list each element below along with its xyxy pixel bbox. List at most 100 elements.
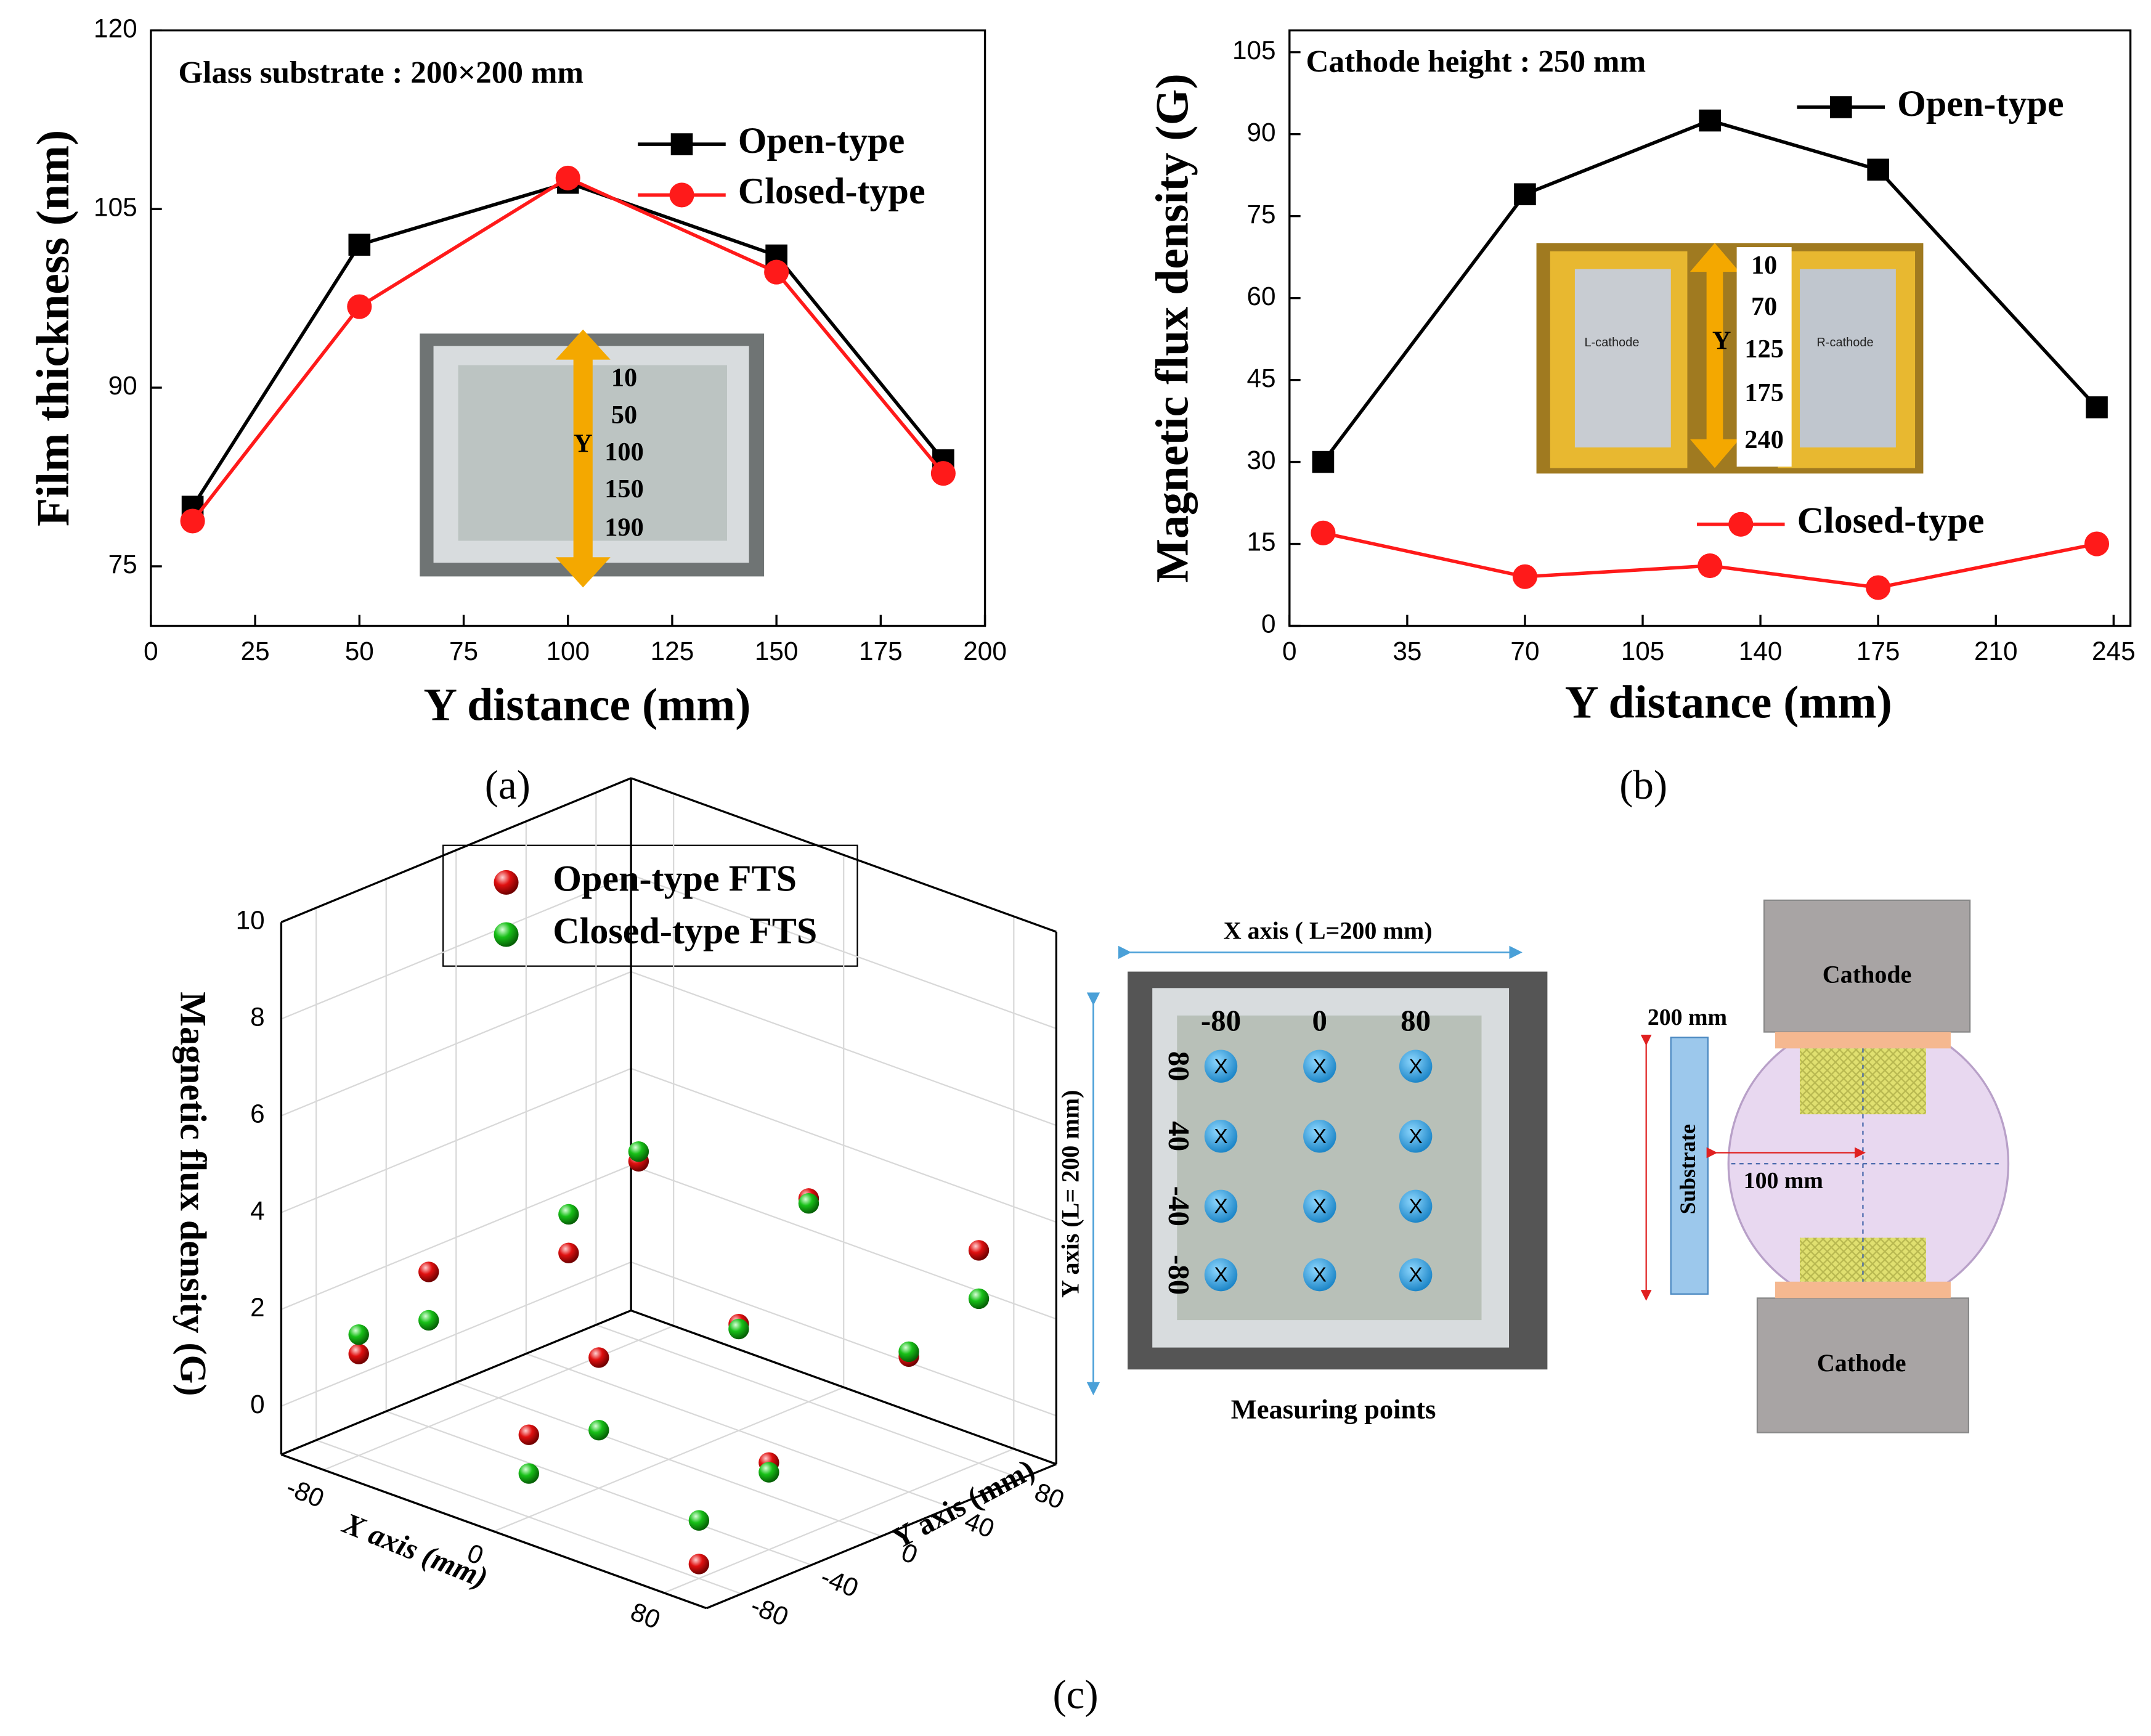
column-label: -80 bbox=[1201, 1003, 1241, 1037]
y-tick-label: 75 bbox=[1246, 200, 1275, 229]
measuring-mark: X bbox=[1409, 1055, 1423, 1078]
annotation: Cathode height : 250 mm bbox=[1306, 44, 1646, 79]
measuring-point bbox=[1303, 1258, 1336, 1292]
x-tick-label: 175 bbox=[1856, 637, 1900, 666]
legend-label: Closed-type bbox=[738, 171, 925, 212]
x-tick-label: 200 bbox=[963, 637, 1007, 666]
legend-marker bbox=[1728, 511, 1754, 537]
y-tick-label: 60 bbox=[1246, 282, 1275, 311]
data-point bbox=[555, 165, 580, 190]
data-point bbox=[558, 1242, 579, 1263]
x-tick-label: 0 bbox=[144, 637, 158, 666]
legend-label: Closed-type FTS bbox=[553, 910, 817, 952]
inset-label: 10 bbox=[611, 364, 637, 393]
x-tick-label: 70 bbox=[1510, 637, 1539, 666]
measuring-mark: X bbox=[1313, 1055, 1327, 1078]
legend-marker bbox=[1830, 96, 1852, 118]
inset-label: 10 bbox=[1751, 251, 1777, 280]
data-point bbox=[180, 508, 205, 534]
data-point bbox=[2086, 396, 2108, 418]
y-tick-label: 15 bbox=[1246, 528, 1275, 556]
data-point bbox=[418, 1261, 439, 1282]
y-tick-label: 105 bbox=[94, 192, 137, 221]
axis-edge bbox=[630, 1309, 1057, 1465]
data-point bbox=[758, 1462, 779, 1483]
y-tick-label: 30 bbox=[1246, 446, 1275, 475]
y-axis-title: Film thickness (nm) bbox=[28, 130, 79, 526]
data-point bbox=[588, 1420, 609, 1441]
y-tick-label: -80 bbox=[747, 1591, 792, 1631]
data-point bbox=[418, 1310, 439, 1331]
inset-label: 150 bbox=[604, 475, 643, 503]
measuring-mark: X bbox=[1409, 1125, 1423, 1148]
legend-label: Closed-type bbox=[1797, 500, 1985, 542]
legend-marker bbox=[669, 182, 694, 208]
legend-marker bbox=[494, 870, 519, 895]
measuring-point bbox=[1303, 1189, 1336, 1223]
inset-label: 240 bbox=[1744, 425, 1783, 454]
measuring-mark: X bbox=[1214, 1055, 1227, 1078]
y-tick-label: 120 bbox=[94, 14, 137, 43]
inset-label: 175 bbox=[1744, 378, 1783, 407]
inset-label: 50 bbox=[611, 401, 637, 430]
data-point bbox=[628, 1141, 649, 1162]
x-tick-label: 245 bbox=[2092, 637, 2136, 666]
data-point bbox=[898, 1341, 919, 1363]
inset-label: 190 bbox=[604, 513, 643, 542]
inset-photo-b bbox=[1536, 243, 1924, 474]
grid-line bbox=[386, 1411, 812, 1566]
data-point bbox=[518, 1463, 539, 1484]
grid-line bbox=[595, 1324, 1022, 1480]
legend-marker bbox=[494, 922, 519, 947]
data-point bbox=[1698, 553, 1723, 579]
y-axis-title: Magnetic flux density (G) bbox=[1147, 73, 1198, 582]
plot-frame bbox=[1288, 29, 2132, 627]
row-label: 80 bbox=[1162, 1051, 1196, 1082]
measuring-mark: X bbox=[1313, 1125, 1327, 1148]
caption: (a) bbox=[485, 762, 531, 808]
measuring-point bbox=[1303, 1120, 1336, 1153]
legend-label: Open-type FTS bbox=[553, 858, 797, 900]
data-point bbox=[1699, 109, 1722, 132]
cathode-diagram bbox=[1640, 899, 2010, 1433]
x-tick-label: 0 bbox=[1282, 637, 1297, 666]
x-tick-label: 35 bbox=[1393, 637, 1421, 666]
x-tick-label: 210 bbox=[1974, 637, 2018, 666]
column-label: 0 bbox=[1312, 1003, 1327, 1037]
y-tick-label: 0 bbox=[1261, 609, 1276, 638]
z-tick-label: 2 bbox=[250, 1293, 265, 1322]
grid-line bbox=[315, 1439, 742, 1595]
z-tick-label: 0 bbox=[250, 1390, 265, 1419]
data-point bbox=[1866, 575, 1891, 600]
measuring-point bbox=[1399, 1049, 1433, 1083]
data-point bbox=[348, 1343, 369, 1364]
x-tick-label: 100 bbox=[546, 637, 590, 666]
data-point bbox=[1311, 520, 1336, 545]
x-tick-label: 125 bbox=[651, 637, 694, 666]
data-point bbox=[764, 259, 789, 285]
measuring-mark: X bbox=[1313, 1264, 1327, 1287]
inset-cathode-label: L-cathode bbox=[1585, 336, 1640, 349]
measuring-title: Measuring points bbox=[1231, 1393, 1436, 1424]
z-tick-label: 8 bbox=[250, 1003, 265, 1032]
x-axis-title: Y distance (mm) bbox=[423, 680, 750, 731]
x-axis-length: X axis ( L=200 mm) bbox=[1224, 916, 1433, 944]
row-label: -40 bbox=[1162, 1186, 1196, 1226]
data-point bbox=[348, 1324, 369, 1345]
measuring-point bbox=[1399, 1120, 1433, 1153]
data-point bbox=[968, 1240, 990, 1261]
y-axis-title: Y axis (mm) bbox=[886, 1452, 1040, 1555]
measuring-point bbox=[1204, 1049, 1238, 1083]
data-point bbox=[728, 1318, 749, 1340]
measuring-point bbox=[1204, 1189, 1238, 1223]
row-label: -80 bbox=[1162, 1255, 1196, 1295]
legend-box bbox=[442, 844, 858, 967]
data-point bbox=[518, 1424, 539, 1445]
data-point bbox=[347, 294, 372, 319]
measuring-point bbox=[1204, 1258, 1238, 1292]
substrate-label: Substrate bbox=[1675, 1124, 1700, 1214]
inset-axis-label: Y bbox=[574, 430, 593, 458]
x-tick-label: 75 bbox=[449, 637, 478, 666]
inset-label: 70 bbox=[1751, 292, 1777, 321]
